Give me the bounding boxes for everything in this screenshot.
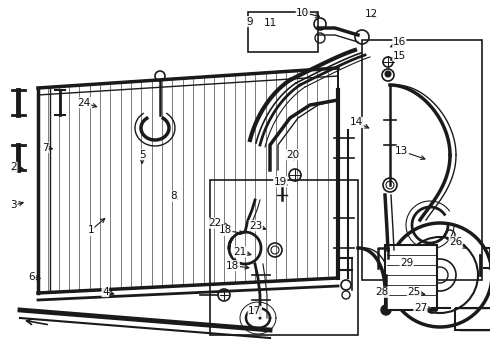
Bar (362, 40, 482, 280)
Text: 12: 12 (365, 9, 378, 19)
Text: 3: 3 (10, 200, 17, 210)
Text: 28: 28 (375, 287, 389, 297)
Text: 18: 18 (226, 261, 240, 271)
Text: 5: 5 (139, 150, 146, 160)
Text: 26: 26 (449, 237, 463, 247)
Text: 23: 23 (249, 221, 263, 231)
Text: 24: 24 (77, 98, 91, 108)
Text: 6: 6 (28, 272, 35, 282)
Text: 2: 2 (10, 162, 17, 172)
Bar (248, 12, 318, 52)
Text: 14: 14 (350, 117, 364, 127)
Text: 10: 10 (296, 8, 309, 18)
Text: 4: 4 (102, 287, 109, 297)
Bar (385, 245, 437, 310)
Text: 18: 18 (219, 225, 232, 235)
Text: 1: 1 (87, 225, 94, 235)
Text: 19: 19 (273, 177, 287, 187)
Text: 16: 16 (392, 37, 406, 48)
Text: 25: 25 (407, 287, 421, 297)
Text: 9: 9 (246, 17, 253, 27)
Text: 11: 11 (264, 18, 277, 28)
Bar (455, 308, 490, 330)
Text: 13: 13 (395, 146, 409, 156)
Bar (210, 180, 358, 335)
Text: 7: 7 (42, 143, 49, 153)
Text: 29: 29 (400, 258, 414, 268)
Text: 20: 20 (287, 150, 299, 160)
Text: 27: 27 (414, 303, 427, 313)
Text: 17: 17 (248, 306, 262, 316)
Circle shape (385, 71, 391, 77)
Text: 15: 15 (392, 51, 406, 61)
Circle shape (381, 305, 391, 315)
Text: 8: 8 (171, 191, 177, 201)
Text: 21: 21 (233, 247, 247, 257)
Text: 22: 22 (208, 218, 221, 228)
